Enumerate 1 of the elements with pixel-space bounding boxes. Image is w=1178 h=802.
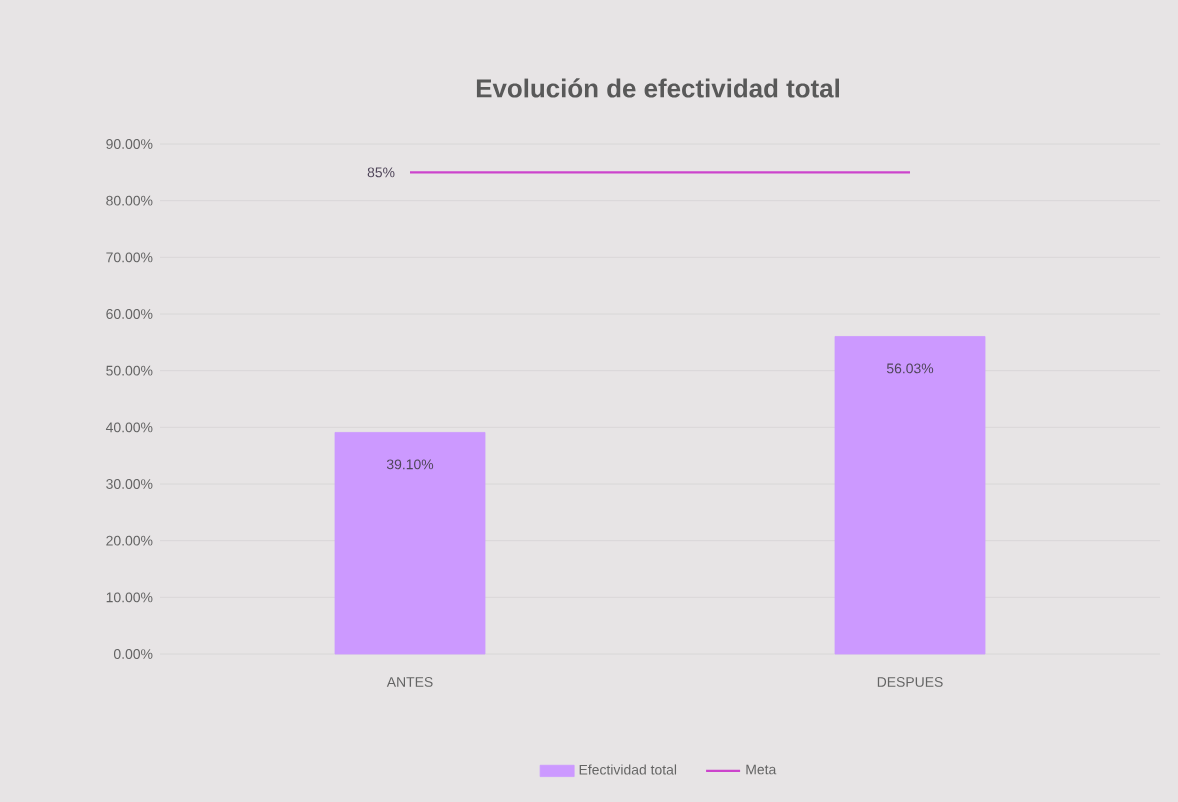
chart-title: Evolución de efectividad total [476, 78, 839, 98]
